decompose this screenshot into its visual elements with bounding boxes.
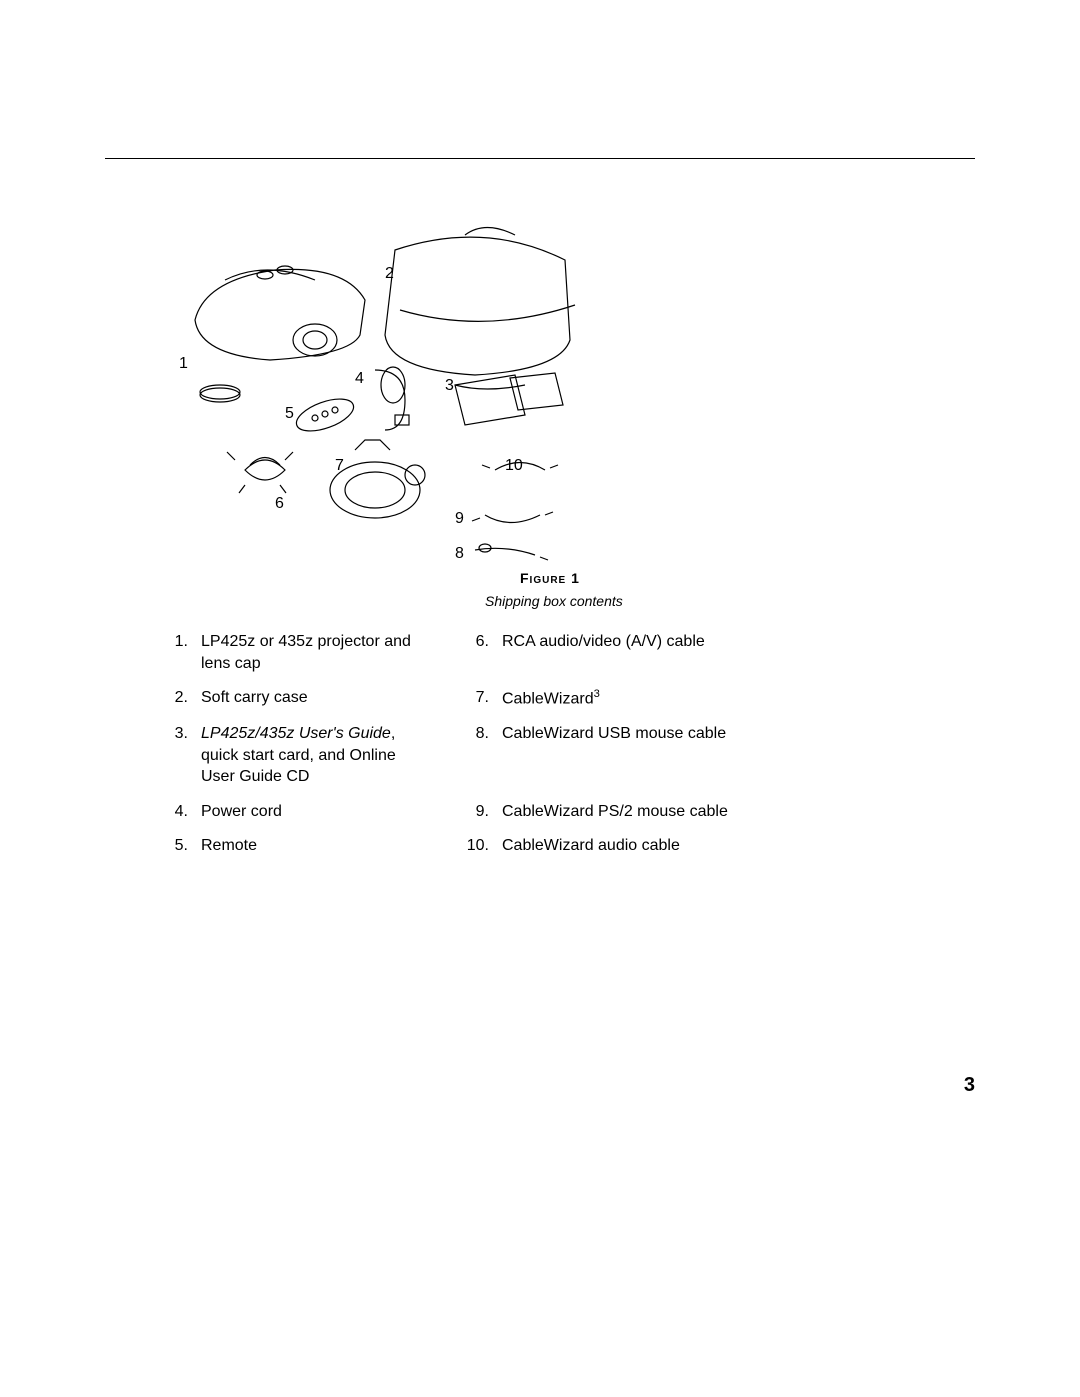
list-num: 9. [458,800,499,833]
list-num: 8. [458,722,499,798]
table-row: 5. Remote 10. CableWizard audio cable [157,834,763,867]
list-text: CableWizard3 [501,686,763,720]
list-num: 6. [458,630,499,684]
figure-label: Figure 1 [520,570,580,586]
callout-2: 2 [385,265,394,283]
superscript: 3 [594,688,600,700]
list-text: RCA audio/video (A/V) cable [501,630,763,684]
list-text: LP425z or 435z projector and lens cap [200,630,456,684]
callout-3: 3 [445,377,454,395]
list-text: Soft carry case [200,686,456,720]
callout-8: 8 [455,545,464,563]
list-num: 10. [458,834,499,867]
callout-9: 9 [455,510,464,528]
list-text: CableWizard audio cable [501,834,763,867]
list-num: 2. [157,686,198,720]
list-text: Power cord [200,800,456,833]
contents-list: 1. LP425z or 435z projector and lens cap… [155,628,765,869]
figure-1-illustration: 1 2 3 4 5 6 7 8 9 10 [165,220,615,570]
callout-1: 1 [179,355,188,373]
table-row: 3. LP425z/435z User's Guide, quick start… [157,722,763,798]
manual-page: 1 2 3 4 5 6 7 8 9 10 Figure 1 Shipping b… [0,0,1080,1397]
list-num: 7. [458,686,499,720]
page-number: 3 [964,1074,975,1097]
table-row: 2. Soft carry case 7. CableWizard3 [157,686,763,720]
table-row: 4. Power cord 9. CableWizard PS/2 mouse … [157,800,763,833]
callout-5: 5 [285,405,294,423]
list-text-main: CableWizard [502,691,594,708]
list-text: Remote [200,834,456,867]
list-num: 1. [157,630,198,684]
figure-caption: Shipping box contents [485,593,623,609]
callout-7: 7 [335,457,344,475]
list-num: 5. [157,834,198,867]
callout-4: 4 [355,370,364,388]
list-num: 4. [157,800,198,833]
list-text-italic: LP425z/435z User's Guide [201,725,391,742]
callout-6: 6 [275,495,284,513]
list-text: CableWizard PS/2 mouse cable [501,800,763,833]
list-text: CableWizard USB mouse cable [501,722,763,798]
header-rule [105,158,975,159]
table-row: 1. LP425z or 435z projector and lens cap… [157,630,763,684]
list-num: 3. [157,722,198,798]
callout-10: 10 [505,457,523,475]
list-text: LP425z/435z User's Guide, quick start ca… [200,722,456,798]
